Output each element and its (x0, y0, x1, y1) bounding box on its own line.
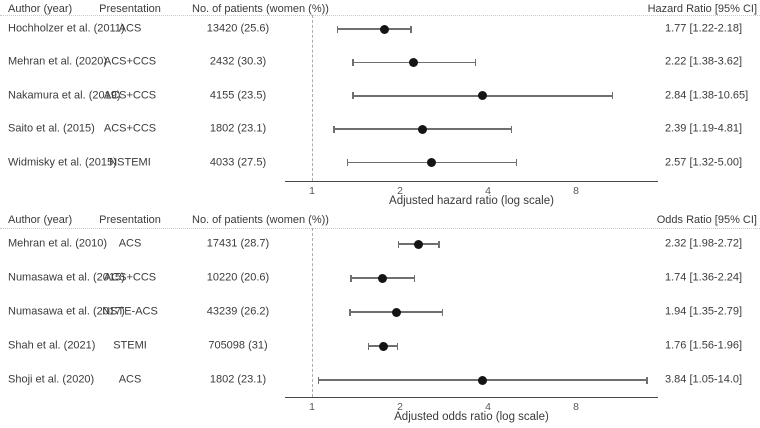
patients-cell: 4155 (23.5) (209, 89, 267, 102)
axis-tick-label: 2 (397, 401, 403, 413)
effect-estimate-cell: 2.22 [1.38-3.62] (665, 55, 743, 68)
ci-lower-cap (317, 376, 319, 384)
ci-upper-cap (611, 92, 613, 100)
point-estimate-dot (391, 307, 401, 317)
odds-axis-line (285, 397, 658, 399)
author-cell: Widmisky et al. (2015) (8, 156, 117, 169)
ci-lower-cap (352, 92, 354, 100)
point-estimate-dot (414, 239, 424, 249)
effect-estimate-cell: 1.74 [1.36-2.24] (665, 271, 743, 284)
author-cell: Numasawa et al. (2015) (8, 271, 125, 284)
axis-tick-label: 1 (309, 185, 315, 197)
odds-axis-label: Adjusted odds ratio (log scale) (394, 411, 549, 423)
axis-tick-label: 1 (309, 401, 315, 413)
hazard-axis-line (285, 181, 658, 183)
presentation-cell: ACS (118, 237, 142, 250)
hazard-axis-label: Adjusted hazard ratio (log scale) (389, 195, 554, 207)
author-cell: Saito et al. (2015) (8, 122, 95, 135)
ci-lower-cap (350, 274, 352, 282)
ci-upper-cap (396, 342, 399, 350)
ci-lower-cap (336, 25, 338, 33)
presentation-cell: ACS (118, 22, 142, 35)
author-cell: Mehran et al. (2020) (8, 55, 108, 68)
author-cell: Shah et al. (2021) (8, 339, 96, 352)
patients-cell: 13420 (25.6) (206, 22, 270, 35)
author-cell: Mehran et al. (2010) (8, 237, 108, 250)
ci-upper-cap (410, 25, 412, 33)
point-estimate-dot (418, 124, 428, 134)
patients-cell: 17431 (28.7) (206, 237, 270, 250)
ci-upper-cap (438, 240, 440, 248)
effect-estimate-cell: 2.57 [1.32-5.00] (665, 156, 743, 169)
ci-upper-cap (413, 274, 416, 282)
column-header-author: Author (year) (8, 3, 73, 15)
column-header-hazard-ratio: Hazard Ratio [95% CI] (647, 3, 757, 15)
header-separator-line (0, 228, 760, 229)
axis-tick-label: 8 (573, 185, 579, 197)
presentation-cell: STEMI (113, 339, 147, 352)
presentation-cell: ACS+CCS (103, 122, 157, 135)
ci-lower-cap (333, 125, 335, 133)
column-header-presentation: Presentation (99, 3, 161, 15)
point-estimate-dot (408, 57, 418, 67)
effect-estimate-cell: 2.39 [1.19-4.81] (665, 122, 743, 135)
ci-upper-cap (510, 125, 513, 133)
confidence-interval-line (337, 28, 411, 30)
point-estimate-dot (377, 273, 387, 283)
ci-lower-cap (367, 342, 370, 350)
column-header-presentation: Presentation (99, 214, 161, 226)
column-header-odds-ratio: Odds Ratio [95% CI] (656, 214, 757, 226)
ci-lower-cap (352, 58, 354, 66)
author-cell: Hochholzer et al. (2011) (8, 22, 125, 35)
presentation-cell: ACS+CCS (103, 271, 157, 284)
point-estimate-dot (478, 375, 488, 385)
column-header-author: Author (year) (8, 214, 73, 226)
point-estimate-dot (427, 158, 437, 168)
effect-estimate-cell: 2.32 [1.98-2.72] (665, 237, 743, 250)
patients-cell: 2432 (30.3) (209, 55, 267, 68)
effect-estimate-cell: 1.94 [1.35-2.79] (665, 305, 743, 318)
ci-lower-cap (398, 240, 400, 248)
patients-cell: 10220 (20.6) (206, 271, 270, 284)
header-separator-line (0, 15, 760, 16)
ci-lower-cap (346, 159, 348, 167)
patients-cell: 1802 (23.1) (209, 122, 267, 135)
axis-tick-label: 4 (485, 185, 491, 197)
patients-cell: 705098 (31) (208, 339, 268, 352)
reference-line-or-1 (312, 228, 313, 397)
ci-upper-cap (474, 58, 476, 66)
ci-upper-cap (646, 376, 648, 384)
author-cell: Shoji et al. (2020) (8, 373, 95, 386)
presentation-cell: NSTE-ACS (102, 305, 158, 318)
axis-tick-label: 8 (573, 401, 579, 413)
axis-tick-label: 2 (397, 185, 403, 197)
effect-estimate-cell: 1.76 [1.56-1.96] (665, 339, 743, 352)
presentation-cell: ACS (118, 373, 142, 386)
patients-cell: 1802 (23.1) (209, 373, 267, 386)
point-estimate-dot (380, 24, 389, 34)
effect-estimate-cell: 3.84 [1.05-14.0] (665, 373, 743, 386)
effect-estimate-cell: 2.84 [1.38-10.65] (665, 89, 749, 102)
column-header-patients: No. of patients (women (%)) (192, 214, 329, 226)
presentation-cell: NSTEMI (109, 156, 151, 169)
patients-cell: 4033 (27.5) (209, 156, 267, 169)
ci-lower-cap (349, 308, 351, 316)
presentation-cell: ACS+CCS (103, 55, 157, 68)
ci-upper-cap (515, 159, 517, 167)
point-estimate-dot (478, 91, 488, 101)
point-estimate-dot (379, 341, 389, 351)
ci-upper-cap (441, 308, 443, 316)
reference-line-hr-1 (312, 15, 313, 181)
column-header-patients: No. of patients (women (%)) (192, 3, 329, 15)
presentation-cell: ACS+CCS (103, 89, 157, 102)
patients-cell: 43239 (26.2) (206, 305, 270, 318)
effect-estimate-cell: 1.77 [1.22-2.18] (665, 22, 743, 35)
author-cell: Nakamura et al. (2019) (8, 89, 121, 102)
axis-tick-label: 4 (485, 401, 491, 413)
author-cell: Numasawa et al. (2017) (8, 305, 125, 318)
